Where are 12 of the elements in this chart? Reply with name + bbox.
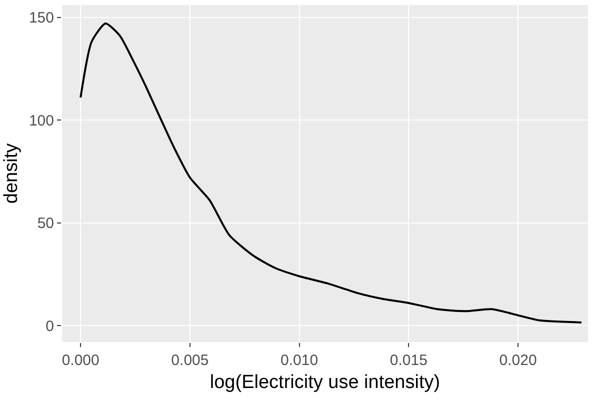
x-axis-title: log(Electricity use intensity): [210, 372, 440, 393]
x-tick-label: 0.010: [280, 352, 318, 369]
y-axis-title: density: [0, 142, 22, 204]
line-series: [80, 22, 582, 324]
x-tick-label: 0.000: [62, 352, 100, 369]
x-tick-label: 0.015: [390, 352, 428, 369]
y-tick-label: 50: [37, 215, 54, 232]
y-tick-label: 100: [28, 112, 54, 130]
y-tick-label: 150: [28, 10, 54, 27]
x-tick-label: 0.005: [171, 352, 209, 369]
y-tick-label: 0: [46, 318, 54, 335]
x-tick-label: 0.020: [499, 352, 537, 369]
